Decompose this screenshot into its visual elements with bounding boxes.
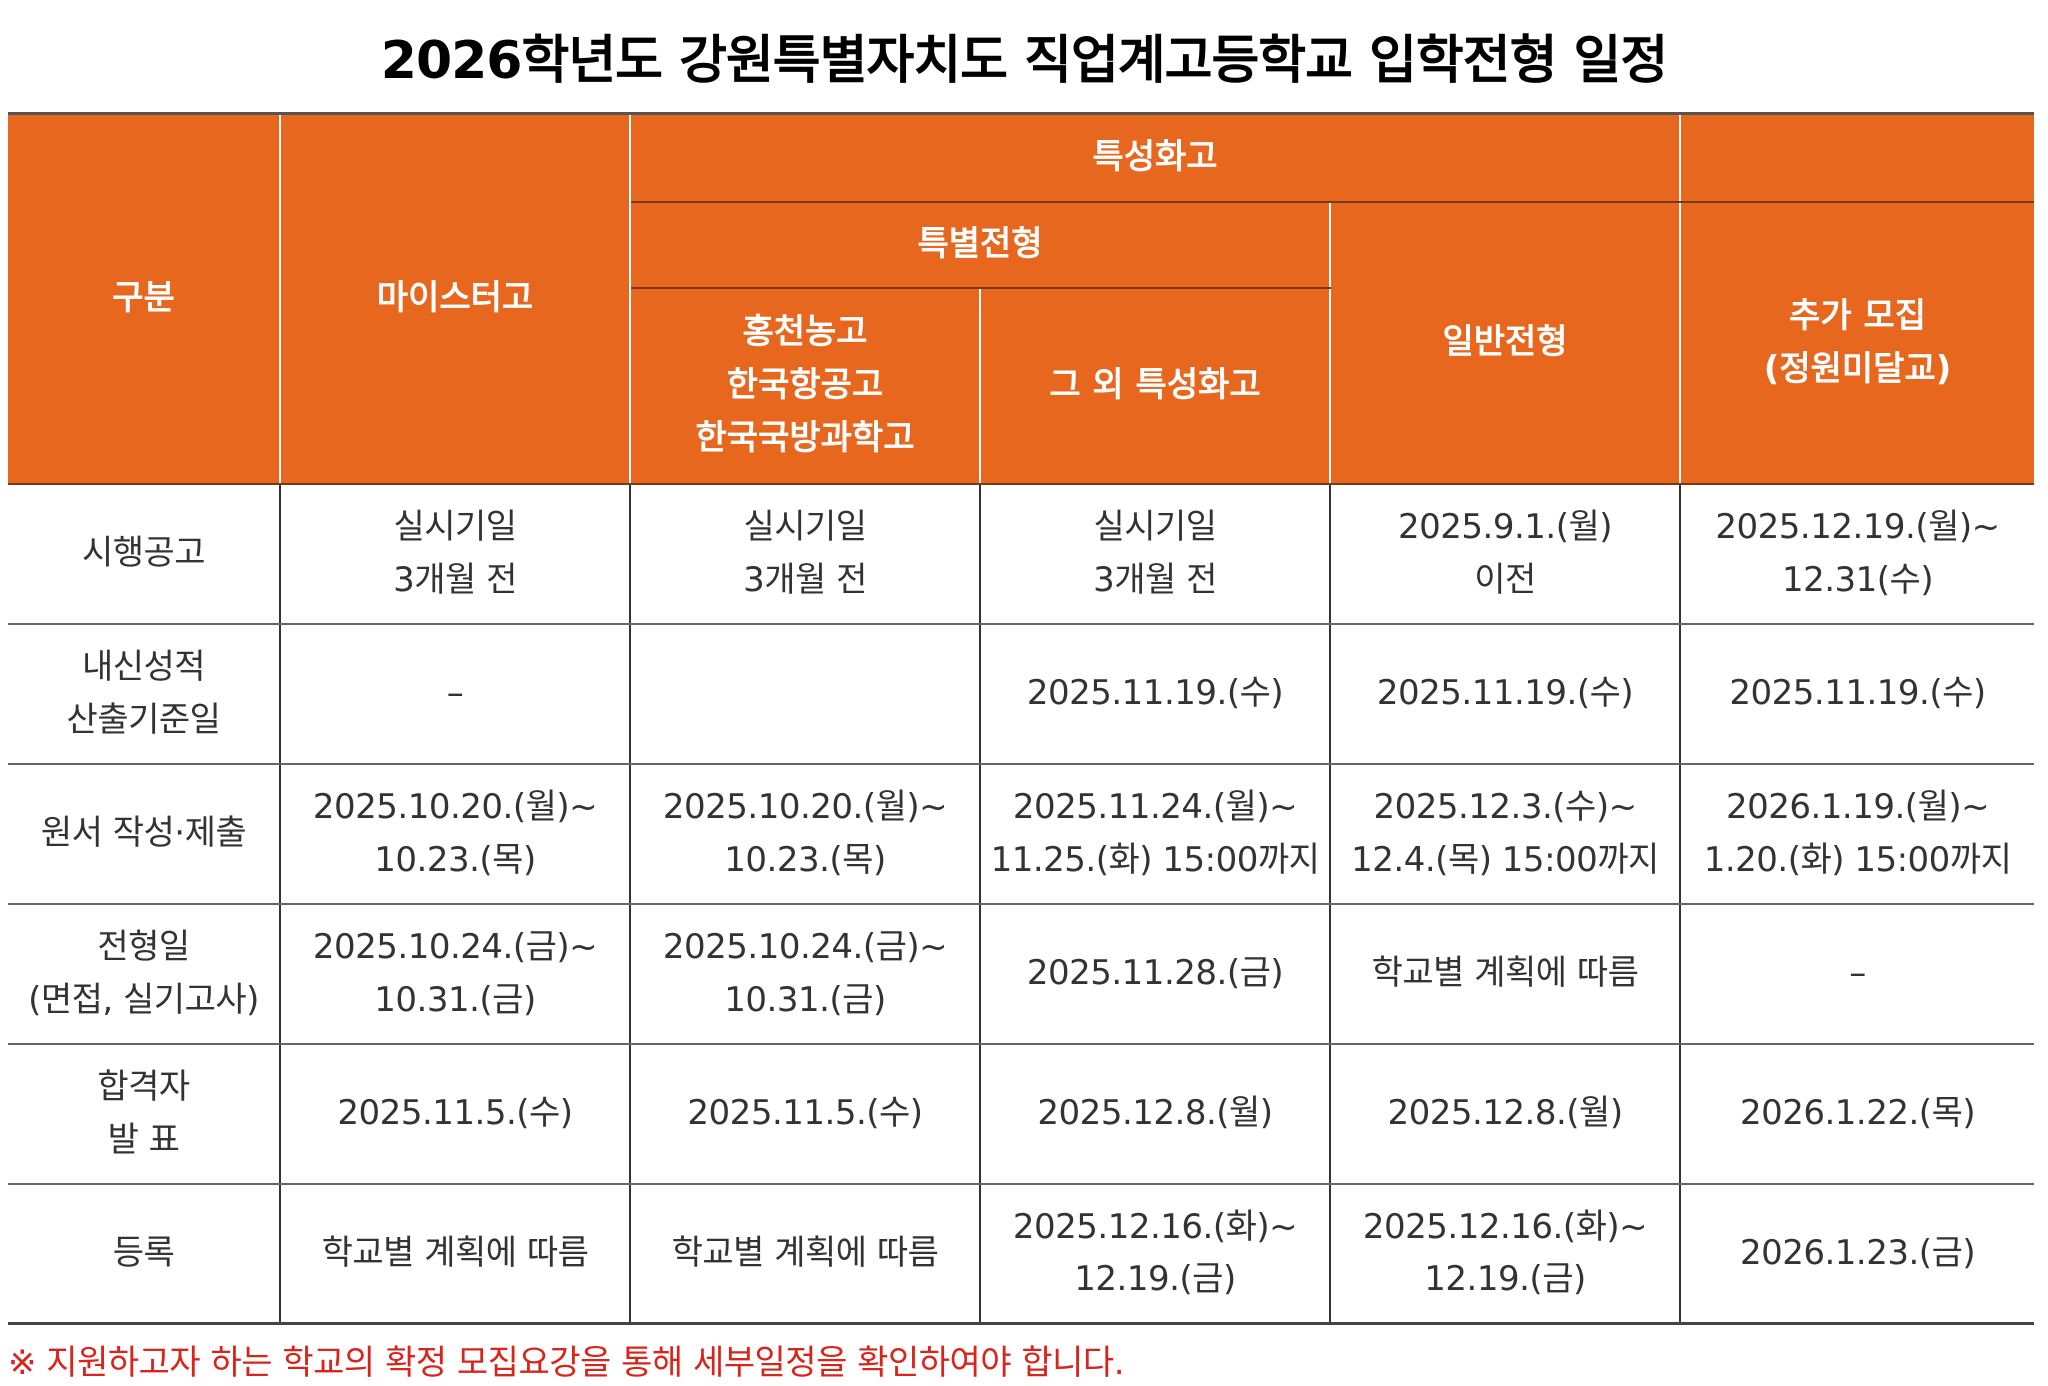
table-cell: 2026.1.22.(목) <box>1679 1043 2035 1185</box>
table-cell: 실시기일 3개월 전 <box>279 483 631 625</box>
table-row: 합격자 발 표 2025.11.5.(수) 2025.11.5.(수) 2025… <box>8 1043 2035 1185</box>
header-blank <box>1679 112 2035 203</box>
table-cell: 2025.11.5.(수) <box>279 1043 631 1185</box>
table-row: 시행공고 실시기일 3개월 전 실시기일 3개월 전 실시기일 3개월 전 20… <box>8 483 2035 625</box>
table-cell: 2025.12.8.(월) <box>979 1043 1331 1185</box>
table-cell: 2025.9.1.(월) 이전 <box>1328 483 1682 625</box>
header-specialized: 특성화고 <box>628 112 1682 203</box>
table-cell: 실시기일 3개월 전 <box>629 483 981 625</box>
table-cell: 2025.12.8.(월) <box>1328 1043 1682 1185</box>
table-cell: 2025.12.3.(수)~ 12.4.(목) 15:00까지 <box>1328 763 1682 905</box>
header-category: 구분 <box>8 112 281 485</box>
header-additional: 추가 모집 (정원미달교) <box>1679 201 2035 485</box>
table-cell: 2026.1.19.(월)~ 1.20.(화) 15:00까지 <box>1679 763 2035 905</box>
header-other-specialized: 그 외 특성화고 <box>979 287 1330 485</box>
table-cell: 2025.10.20.(월)~ 10.23.(목) <box>629 763 981 905</box>
table-cell: 2025.10.24.(금)~ 10.31.(금) <box>629 903 981 1045</box>
table-cell: 학교별 계획에 따름 <box>279 1183 631 1325</box>
admission-schedule-table: 구분 마이스터고 특성화고 특별전형 일반전형 추가 모집 (정원미달교) 홍천… <box>8 112 2035 1325</box>
table-cell: – <box>1679 903 2035 1045</box>
table-cell: 2025.10.24.(금)~ 10.31.(금) <box>279 903 631 1045</box>
row-label: 내신성적 산출기준일 <box>8 623 281 765</box>
row-label: 전형일 (면접, 실기고사) <box>8 903 281 1045</box>
table-cell: 2025.11.19.(수) <box>979 623 1331 765</box>
table-header: 구분 마이스터고 특성화고 특별전형 일반전형 추가 모집 (정원미달교) 홍천… <box>8 112 2035 485</box>
table-row: 등록 학교별 계획에 따름 학교별 계획에 따름 2025.12.16.(화)~… <box>8 1183 2035 1325</box>
table-cell: 2025.12.16.(화)~ 12.19.(금) <box>1328 1183 1682 1325</box>
table-cell: 2026.1.23.(금) <box>1679 1183 2035 1325</box>
table-cell: 학교별 계획에 따름 <box>629 1183 981 1325</box>
table-cell <box>629 623 981 765</box>
table-row: 원서 작성·제출 2025.10.20.(월)~ 10.23.(목) 2025.… <box>8 763 2035 905</box>
table-cell: 2025.11.5.(수) <box>629 1043 981 1185</box>
table-cell: 학교별 계획에 따름 <box>1328 903 1682 1045</box>
row-label: 등록 <box>8 1183 281 1325</box>
table-body: 시행공고 실시기일 3개월 전 실시기일 3개월 전 실시기일 3개월 전 20… <box>8 483 2035 1325</box>
row-label: 합격자 발 표 <box>8 1043 281 1185</box>
row-label: 원서 작성·제출 <box>8 763 281 905</box>
page-title: 2026학년도 강원특별자치도 직업계고등학교 입학전형 일정 <box>380 31 1668 91</box>
table-cell: 2025.10.20.(월)~ 10.23.(목) <box>279 763 631 905</box>
row-label: 시행공고 <box>8 483 281 625</box>
table-row: 내신성적 산출기준일 – 2025.11.19.(수) 2025.11.19.(… <box>8 623 2035 765</box>
header-special-admission: 특별전형 <box>630 201 1331 289</box>
header-meister: 마이스터고 <box>279 112 631 485</box>
table-cell: 2025.11.19.(수) <box>1328 623 1682 765</box>
header-special-schools: 홍천농고 한국항공고 한국국방과학고 <box>630 287 981 485</box>
footnote: ※ 지원하고자 하는 학교의 확정 모집요강을 통해 세부일정을 확인하여야 합… <box>8 1343 1125 1383</box>
header-general-admission: 일반전형 <box>1328 201 1682 485</box>
table-row: 전형일 (면접, 실기고사) 2025.10.24.(금)~ 10.31.(금)… <box>8 903 2035 1045</box>
table-cell: – <box>279 623 631 765</box>
table-cell: 2025.11.28.(금) <box>979 903 1331 1045</box>
table-cell: 2025.12.16.(화)~ 12.19.(금) <box>979 1183 1331 1325</box>
table-cell: 2025.11.19.(수) <box>1679 623 2035 765</box>
table-cell: 2025.12.19.(월)~ 12.31(수) <box>1679 483 2035 625</box>
table-cell: 실시기일 3개월 전 <box>979 483 1331 625</box>
table-cell: 2025.11.24.(월)~ 11.25.(화) 15:00까지 <box>979 763 1331 905</box>
